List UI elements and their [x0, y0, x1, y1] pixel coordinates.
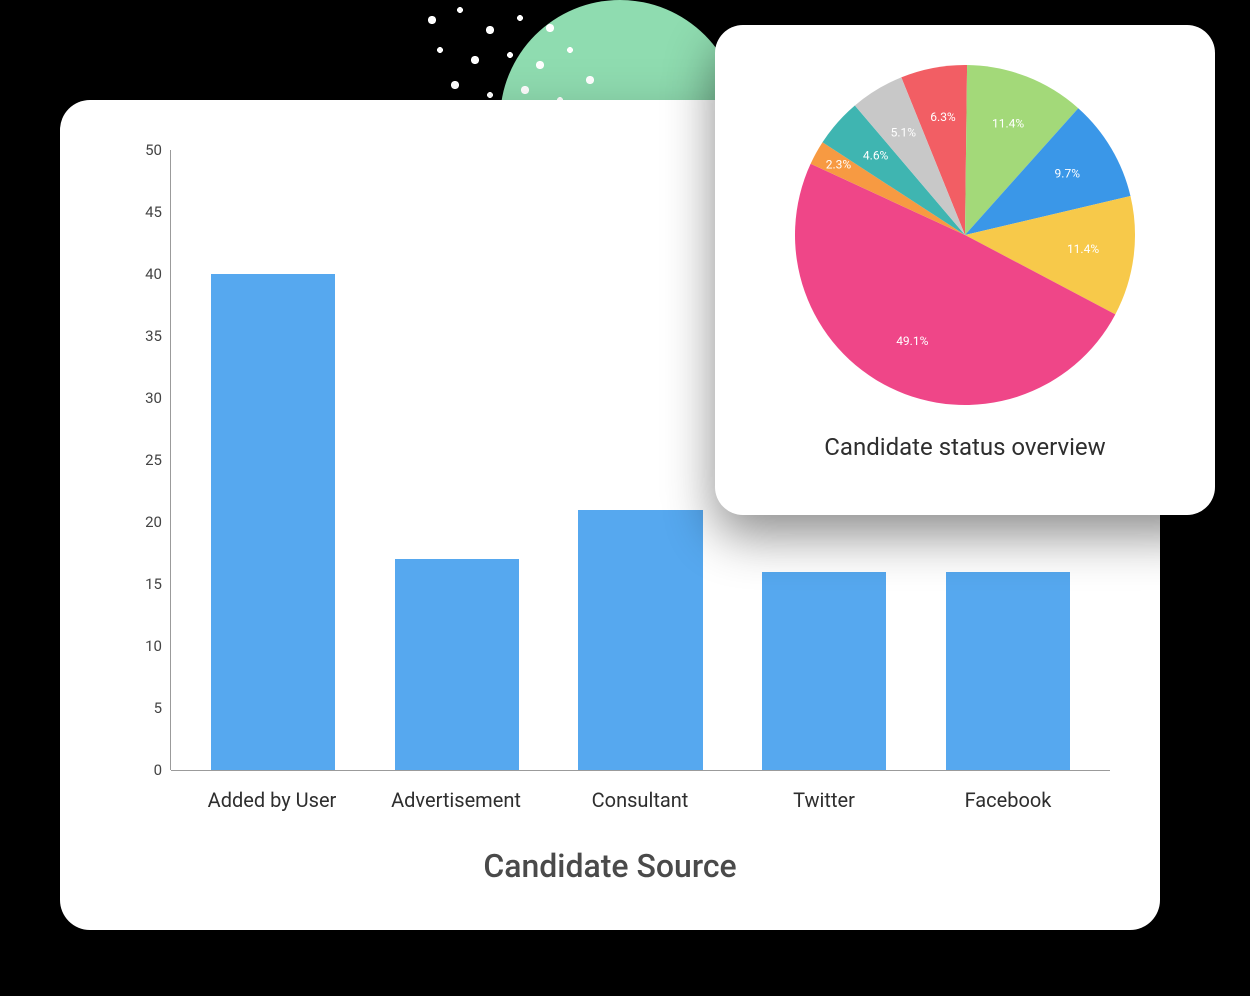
bar-chart-y-tick: 0	[112, 761, 162, 779]
bar-chart-y-tick: 35	[112, 327, 162, 345]
pie-slice-label: 11.4%	[1067, 242, 1099, 256]
bar-chart-x-labels: Added by User Advertisement Consultant Twit…	[170, 770, 1110, 812]
bar-chart-y-tick: 25	[112, 451, 162, 469]
pie-slice-label: 2.3%	[826, 157, 852, 171]
pie-slice-label: 9.7%	[1055, 166, 1081, 180]
bar-column	[190, 150, 355, 770]
bar-chart-y-tick: 40	[112, 265, 162, 283]
bar-chart-x-label: Advertisement	[373, 788, 539, 812]
bar-chart-x-label: Twitter	[741, 788, 907, 812]
bar-chart-y-tick: 5	[112, 699, 162, 717]
bar-chart-y-tick: 15	[112, 575, 162, 593]
bar-column	[374, 150, 539, 770]
bar-chart-y-tick: 50	[112, 141, 162, 159]
bar-chart-y-tick: 10	[112, 637, 162, 655]
bar	[578, 510, 702, 770]
pie-chart-title: Candidate status overview	[824, 433, 1105, 461]
bar-chart-y-tick: 20	[112, 513, 162, 531]
pie-slice-label: 49.1%	[896, 334, 928, 348]
pie-chart-wrap: 6.3% 11.4% 9.7% 11.4% 49.1% 2.3% 4.6%5.1%	[785, 55, 1145, 415]
pie-slice-label: 11.4%	[992, 116, 1024, 130]
bar-chart-x-label: Added by User	[189, 788, 355, 812]
pie-chart-svg: 6.3% 11.4% 9.7% 11.4% 49.1% 2.3% 4.6%5.1%	[785, 55, 1145, 415]
bar-chart-y-axis: 05101520253035404550	[110, 150, 171, 770]
bar-chart-title: Candidate Source	[110, 847, 1110, 885]
bar	[211, 274, 335, 770]
pie-slice-label: 5.1%	[891, 125, 917, 139]
pie-slice-label: 6.3%	[930, 110, 956, 124]
pie-chart-card: 6.3% 11.4% 9.7% 11.4% 49.1% 2.3% 4.6%5.1% Cand…	[715, 25, 1215, 515]
bar-column	[558, 150, 723, 770]
bar-chart-x-label: Facebook	[925, 788, 1091, 812]
bar-chart-x-label: Consultant	[557, 788, 723, 812]
bar	[762, 572, 886, 770]
bar	[395, 559, 519, 770]
bar-chart-y-tick: 30	[112, 389, 162, 407]
pie-slice-label: 4.6%	[863, 149, 889, 163]
bar-chart-y-tick: 45	[112, 203, 162, 221]
bar	[946, 572, 1070, 770]
